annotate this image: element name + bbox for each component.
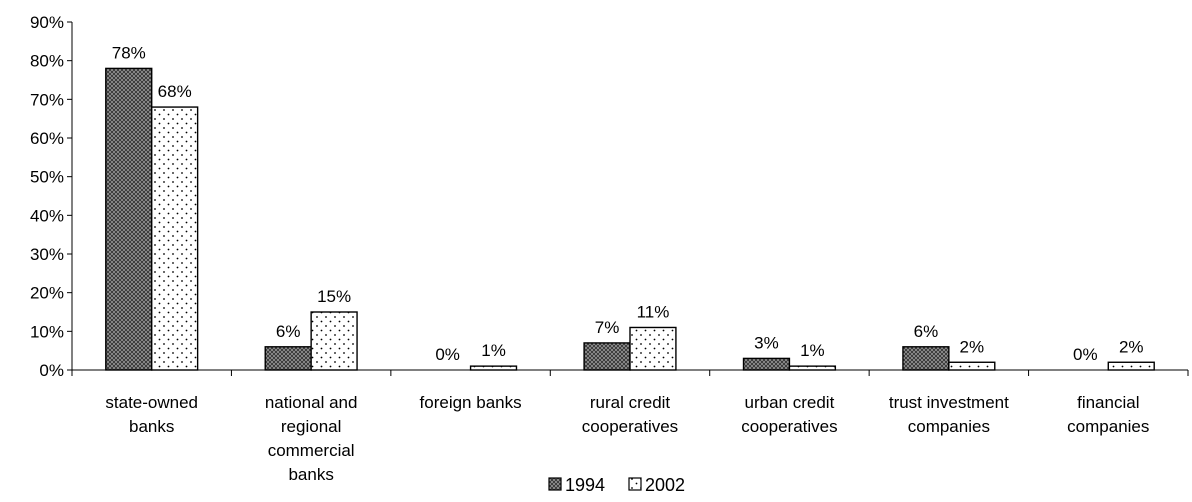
x-axis	[71, 369, 1189, 376]
data-label-2002: 15%	[317, 287, 351, 306]
bar-1994	[583, 342, 631, 371]
bar-2002	[948, 361, 996, 371]
bar-2002	[469, 365, 518, 371]
y-tick-label: 10%	[30, 322, 64, 341]
category-label: rural credit cooperatives	[582, 393, 678, 436]
legend-label-2002: 2002	[645, 475, 685, 495]
y-tick-label: 70%	[30, 90, 64, 109]
bar-1994	[742, 357, 791, 371]
y-axis: 0% 10% 20% 30% 40% 50% 60% 70% 80% 90%	[30, 13, 73, 380]
data-label-2002: 2%	[960, 337, 985, 356]
category-label: trust investment companies	[889, 393, 1009, 436]
category-label: foreign banks	[420, 393, 522, 412]
bar-2002	[151, 106, 199, 371]
data-label-2002: 1%	[481, 341, 506, 360]
bar-2002	[310, 311, 358, 371]
data-label-2002: 2%	[1119, 337, 1144, 356]
y-tick-label: 30%	[30, 245, 64, 264]
legend-swatch-1994	[548, 477, 562, 491]
category-label: financial companies	[1067, 393, 1149, 436]
bar-2002	[788, 365, 837, 371]
legend-swatch-2002	[628, 477, 642, 491]
data-label-2002: 1%	[800, 341, 825, 360]
category-labels: state-owned banks national and regional comm…	[105, 393, 1149, 484]
data-label-2002: 11%	[637, 302, 670, 321]
y-tick-label: 90%	[30, 13, 64, 32]
y-tick-label: 40%	[30, 206, 64, 225]
y-tick-label: 20%	[30, 284, 64, 303]
bar-1994	[105, 67, 153, 371]
category-label: urban credit cooperatives	[741, 393, 837, 436]
y-tick-label: 0%	[39, 361, 64, 380]
bar-1994	[264, 346, 312, 371]
data-label-1994: 6%	[276, 322, 301, 341]
data-label-2002: 68%	[158, 82, 192, 101]
bar-2002	[629, 326, 677, 371]
data-label-1994: 0%	[435, 345, 460, 364]
data-label-1994: 0%	[1073, 345, 1098, 364]
y-tick-label: 60%	[30, 129, 64, 148]
legend-label-1994: 1994	[565, 475, 605, 495]
bar-2002	[1107, 361, 1155, 371]
category-label: state-owned banks	[105, 393, 198, 436]
data-label-1994: 7%	[595, 318, 620, 337]
data-labels: 78% 68% 6% 15% 0% 1% 7% 11% 3% 1% 6% 2% 0% 2%	[112, 43, 1144, 364]
y-tick-label: 80%	[30, 52, 64, 71]
y-tick-label: 50%	[30, 168, 64, 187]
category-label: national and regional commercial banks	[265, 393, 358, 484]
data-label-1994: 78%	[112, 43, 146, 62]
data-label-1994: 3%	[754, 333, 779, 352]
legend: 1994 2002	[548, 475, 685, 495]
bars	[105, 67, 1155, 371]
bar-1994	[902, 346, 950, 371]
data-label-1994: 6%	[914, 322, 939, 341]
